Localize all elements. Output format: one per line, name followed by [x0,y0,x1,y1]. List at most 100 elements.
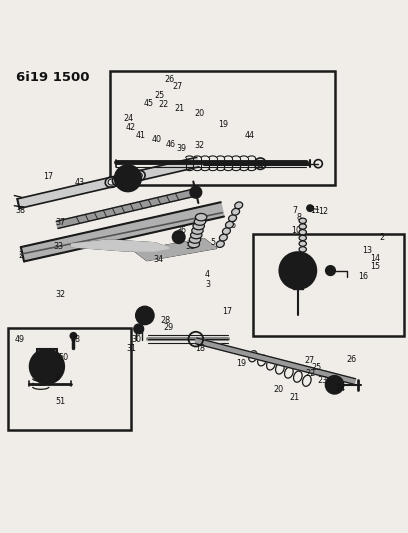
Text: 42: 42 [126,123,135,132]
Text: 7: 7 [292,206,297,215]
Ellipse shape [226,221,233,228]
Text: 46: 46 [166,140,175,149]
Text: 2: 2 [379,232,384,241]
Circle shape [279,252,316,289]
Text: 22: 22 [158,100,169,109]
Ellipse shape [228,215,237,222]
Text: 19: 19 [219,120,228,129]
Ellipse shape [232,208,239,215]
Text: 48: 48 [71,335,80,344]
Ellipse shape [115,177,122,183]
Text: 38: 38 [16,206,25,215]
Ellipse shape [195,213,207,221]
Polygon shape [71,240,169,251]
Text: 4: 4 [205,270,210,279]
Polygon shape [195,338,356,384]
Circle shape [326,376,344,394]
Ellipse shape [222,228,231,235]
Text: 35: 35 [186,243,196,252]
Text: 36: 36 [177,226,186,235]
Polygon shape [17,157,199,208]
Polygon shape [135,239,216,261]
Text: 34: 34 [153,255,163,264]
Text: 29: 29 [163,323,173,332]
Ellipse shape [299,224,306,229]
Circle shape [190,187,202,198]
Circle shape [115,165,141,191]
Text: 20: 20 [195,109,205,118]
Circle shape [326,265,335,276]
Text: 33: 33 [53,243,63,252]
Circle shape [70,333,77,339]
Circle shape [30,349,64,384]
Ellipse shape [105,176,118,188]
Text: 16: 16 [358,272,368,281]
Ellipse shape [191,231,202,239]
Text: 41: 41 [136,131,146,140]
Ellipse shape [299,230,306,235]
Text: 44: 44 [245,132,255,140]
Text: 31: 31 [126,344,136,353]
Text: 39: 39 [177,144,186,154]
Text: 11: 11 [310,206,320,215]
Text: 5: 5 [211,238,215,247]
Ellipse shape [220,234,227,241]
Ellipse shape [132,171,145,181]
Text: 25: 25 [311,363,322,372]
Text: 26: 26 [347,355,357,364]
Ellipse shape [113,175,125,185]
Text: 27: 27 [172,83,183,92]
Text: 24: 24 [124,114,133,123]
Ellipse shape [108,179,115,185]
Text: 50: 50 [58,352,68,361]
Text: 25: 25 [154,92,164,100]
Text: 28: 28 [160,316,170,325]
Bar [110,71,335,185]
Text: 37: 37 [55,218,65,227]
Text: 20: 20 [273,385,283,394]
Circle shape [173,231,185,243]
Text: 40: 40 [152,135,162,144]
Bar [8,328,131,430]
Bar [253,234,404,336]
Text: 21: 21 [175,104,184,112]
Ellipse shape [135,173,142,179]
Ellipse shape [192,227,203,235]
Text: 21: 21 [290,393,299,402]
Text: 18: 18 [195,344,205,353]
Text: 32: 32 [194,141,204,150]
Text: 24: 24 [336,384,346,393]
Ellipse shape [193,222,204,230]
Ellipse shape [299,241,306,246]
Text: 17: 17 [223,307,233,316]
Text: 12: 12 [318,207,328,216]
Text: 51: 51 [55,398,65,407]
Text: 22: 22 [306,369,316,378]
Text: 14: 14 [370,254,380,263]
Text: 10: 10 [291,226,301,235]
Ellipse shape [124,175,131,181]
Text: 30: 30 [132,335,142,344]
Text: 2: 2 [55,373,60,382]
Text: 15: 15 [370,262,380,271]
Polygon shape [21,202,224,261]
Text: 9: 9 [300,220,305,229]
Ellipse shape [194,218,206,225]
Text: 45: 45 [144,99,154,108]
Ellipse shape [235,202,243,209]
Text: 8: 8 [296,213,301,222]
Text: 17: 17 [43,172,53,181]
Ellipse shape [122,173,134,184]
Text: 32: 32 [55,290,65,298]
Ellipse shape [188,240,200,248]
Text: 13: 13 [362,246,372,255]
Text: 27: 27 [304,356,315,365]
Text: 23: 23 [317,376,327,385]
Text: 6: 6 [231,221,236,230]
Ellipse shape [299,235,306,240]
Circle shape [307,205,313,212]
Text: 49: 49 [15,335,24,344]
Text: 26: 26 [164,75,174,84]
Text: 2: 2 [19,251,24,260]
Ellipse shape [189,236,201,243]
